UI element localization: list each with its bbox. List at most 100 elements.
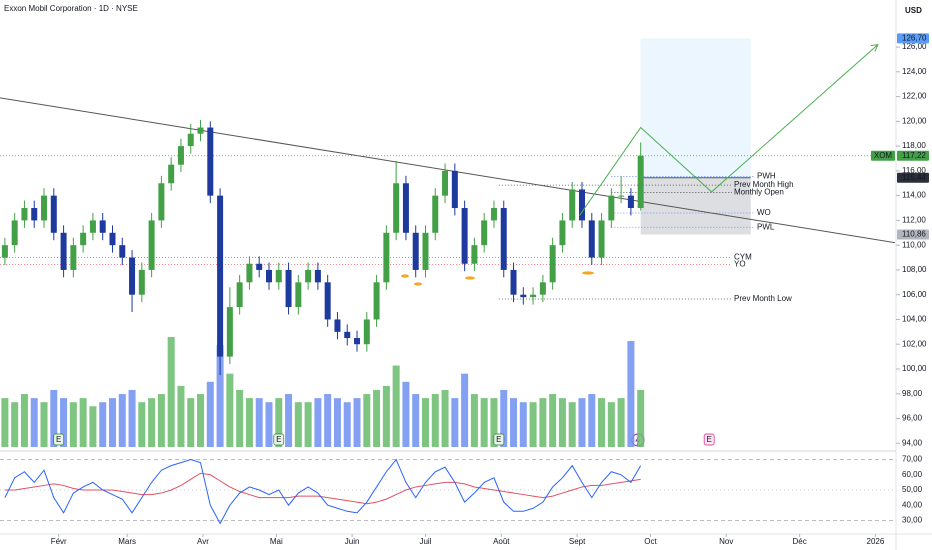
volume-bar xyxy=(480,398,488,447)
y-tick-label: 102,00 xyxy=(902,339,927,348)
candle-body xyxy=(246,263,253,283)
y-tick-label: 116,00 xyxy=(902,166,926,175)
candle-body xyxy=(578,189,585,221)
volume-bar xyxy=(1,398,9,447)
candle-body xyxy=(158,183,165,221)
volume-bar xyxy=(118,394,126,447)
candle-body xyxy=(265,269,272,283)
volume-bar xyxy=(558,398,566,447)
volume-bar xyxy=(30,398,38,447)
level-label: PWL xyxy=(757,222,775,231)
volume-bar xyxy=(490,398,498,447)
rsi-tick-label: 60,00 xyxy=(902,470,923,479)
volume-bar xyxy=(314,398,322,447)
candle-body xyxy=(275,269,282,283)
volume-bar xyxy=(510,398,518,447)
x-tick-label: Févr xyxy=(51,537,67,546)
candle-body xyxy=(60,232,67,270)
level-label: YO xyxy=(734,259,746,268)
earnings-badge[interactable] xyxy=(703,433,715,446)
candle-body xyxy=(393,183,400,233)
rsi-tick-label: 70,00 xyxy=(902,455,923,464)
y-tick-label: 100,00 xyxy=(902,364,927,373)
candle-body xyxy=(11,220,18,246)
rsi-tick-label: 30,00 xyxy=(902,516,923,525)
volume-bar xyxy=(20,394,28,447)
y-tick-label: 112,00 xyxy=(902,216,926,225)
volume-bar xyxy=(128,389,136,447)
candle-body xyxy=(432,195,439,233)
earnings-badge[interactable] xyxy=(53,433,65,446)
symbol-label: XOM xyxy=(874,151,893,160)
volume-bar xyxy=(50,389,58,447)
level-label: Monthly Open xyxy=(734,188,784,197)
volume-bar xyxy=(451,398,459,447)
candle-body xyxy=(442,170,449,196)
level-label: CYM xyxy=(734,253,752,262)
volume-bar xyxy=(392,365,400,447)
volume-bar xyxy=(216,345,224,447)
candle-body xyxy=(226,307,233,357)
candle-body xyxy=(168,164,175,184)
candle-body xyxy=(627,195,634,209)
level-label: Prev Month Low xyxy=(734,294,792,303)
candle-body xyxy=(539,282,546,295)
candle-body xyxy=(70,245,77,270)
candle-body xyxy=(373,282,380,320)
candle-body xyxy=(295,282,302,308)
volume-bar xyxy=(99,402,107,447)
candle-body xyxy=(197,127,204,134)
y-tick-label: 126,00 xyxy=(902,42,927,51)
candle-body xyxy=(422,232,429,270)
candle-body xyxy=(344,331,351,339)
volume-bar xyxy=(304,402,312,447)
volume-bar xyxy=(637,389,645,447)
volume-bar xyxy=(421,398,429,447)
target-zone xyxy=(640,38,751,178)
volume-bar xyxy=(353,398,361,447)
volume-bar xyxy=(89,406,97,447)
candle-body xyxy=(1,245,8,258)
y-tick-label: 104,00 xyxy=(902,315,927,324)
volume-bar xyxy=(617,398,625,447)
candle-body xyxy=(383,232,390,283)
symbol-badge xyxy=(871,150,895,161)
level-label: Prev Month High xyxy=(734,180,794,189)
volume-bar xyxy=(519,402,527,447)
y-tick-label: 94,00 xyxy=(902,438,923,447)
earnings-label: E xyxy=(496,435,501,444)
price-badge xyxy=(897,33,929,44)
level-label: PWH xyxy=(757,172,776,181)
earnings-badge[interactable] xyxy=(273,433,285,446)
price-badge-label: 126,70 xyxy=(902,33,927,42)
volume-bar xyxy=(549,394,557,447)
volume-bar xyxy=(226,373,234,447)
y-tick-label: 114,00 xyxy=(902,191,926,200)
volume-bar xyxy=(285,394,293,447)
volume-bar xyxy=(275,398,283,447)
candle-body xyxy=(471,245,478,264)
volume-bar xyxy=(568,402,576,447)
candle-body xyxy=(99,220,106,233)
stop-zone xyxy=(640,177,751,235)
volume-bar xyxy=(138,402,146,447)
x-tick-label: Oct xyxy=(644,537,657,546)
dividend-marker xyxy=(465,276,475,280)
volume-bar xyxy=(187,398,195,447)
candle-body xyxy=(119,245,126,258)
volume-bar xyxy=(148,398,156,447)
volume-bar xyxy=(245,398,253,447)
candle-body xyxy=(451,170,458,209)
candle-body xyxy=(177,146,184,165)
y-tick-label: 122,00 xyxy=(902,92,927,101)
rsi-ma-line xyxy=(4,472,641,505)
price-badge-label: 117,22 xyxy=(902,151,926,160)
volume-bar xyxy=(412,394,420,447)
volume-bar xyxy=(539,398,547,447)
earnings-badge[interactable] xyxy=(493,433,505,446)
volume-bar xyxy=(294,402,302,447)
projection-path xyxy=(579,44,879,216)
volume-bar xyxy=(441,389,449,447)
volume-bar xyxy=(461,373,469,447)
